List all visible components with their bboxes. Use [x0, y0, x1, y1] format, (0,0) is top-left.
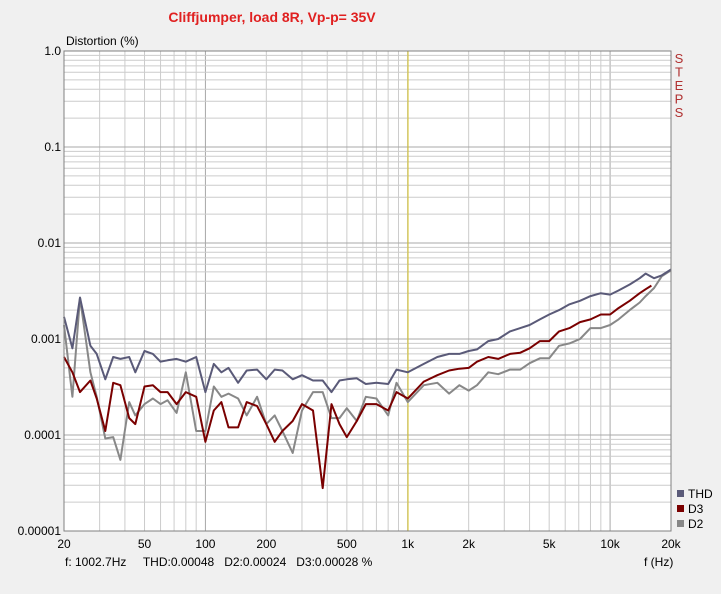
x-tick-label: 20k [661, 537, 681, 551]
x-axis-label: f (Hz) [644, 555, 673, 569]
y-tick-labels: 1.0 0.1 0.01 0.001 0.0001 0.00001 [18, 44, 62, 538]
side-label-letter: S [675, 105, 684, 120]
legend-label: D2 [688, 517, 704, 531]
x-tick-label: 50 [138, 537, 152, 551]
series-lines [63, 268, 672, 490]
y-tick-label: 0.00001 [18, 524, 62, 538]
legend-item-d2[interactable]: D2 [677, 517, 704, 531]
side-label-letter: T [675, 65, 683, 80]
plot-background [64, 51, 671, 531]
legend-label: D3 [688, 502, 704, 516]
legend-swatch [677, 520, 684, 527]
y-tick-label: 0.1 [44, 140, 61, 154]
x-tick-label: 5k [543, 537, 557, 551]
side-label-letter: P [675, 92, 684, 107]
legend-item-thd[interactable]: THD [677, 487, 713, 501]
y-tick-label: 0.01 [38, 236, 62, 250]
y-tick-label: 1.0 [44, 44, 61, 58]
legend-swatch [677, 505, 684, 512]
y-tick-label: 0.001 [31, 332, 61, 346]
legend-swatch [677, 490, 684, 497]
x-tick-label: 500 [337, 537, 357, 551]
side-label-letter: S [675, 51, 684, 66]
y-tick-label: 0.0001 [24, 428, 61, 442]
plot-frame [63, 50, 672, 532]
x-tick-label: 1k [401, 537, 415, 551]
x-tick-label: 2k [462, 537, 476, 551]
legend-label: THD [688, 487, 713, 501]
plot-border [63, 50, 672, 532]
series-line-d3 [63, 284, 652, 490]
series-line-d2 [63, 269, 672, 461]
plot-area [64, 51, 671, 531]
x-tick-label: 20 [57, 537, 71, 551]
legend-item-d3[interactable]: D3 [677, 502, 704, 516]
x-tick-label: 10k [600, 537, 620, 551]
side-label-letter: E [675, 78, 684, 93]
series-line-thd [63, 268, 672, 394]
x-tick-label: 200 [256, 537, 276, 551]
x-tick-labels: 20 50 100 200 500 1k 2k 5k 10k 20k [57, 537, 681, 551]
cursor-readout: f: 1002.7Hz THD:0.00048 D2:0.00024 D3:0.… [65, 555, 373, 569]
y-axis-label: Distortion (%) [66, 34, 139, 48]
x-tick-label: 100 [195, 537, 215, 551]
chart-title: Cliffjumper, load 8R, Vp-p= 35V [168, 9, 376, 25]
